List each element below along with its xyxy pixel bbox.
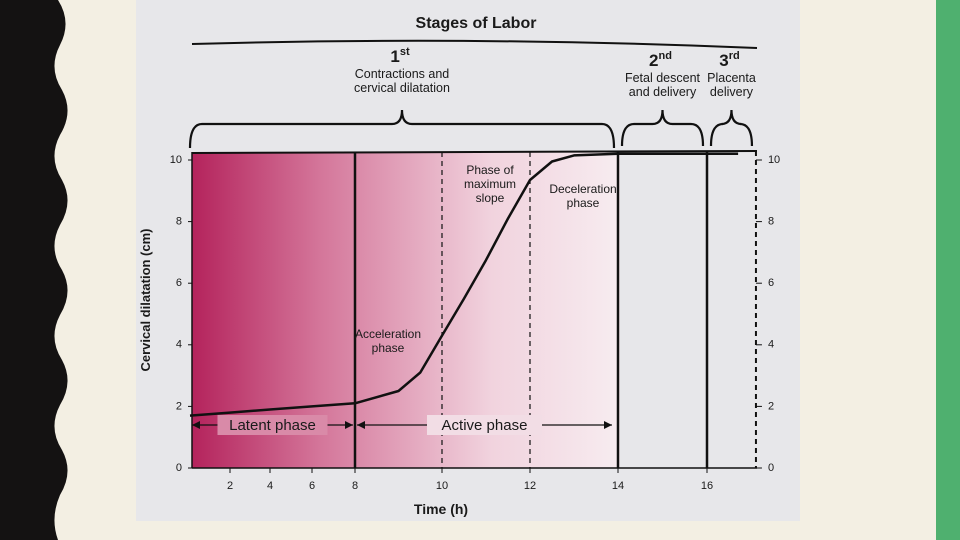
- phase-label: Latent phase: [229, 417, 316, 434]
- annotation: phase: [567, 196, 600, 210]
- annotation: Acceleration: [355, 327, 421, 341]
- label-bg: [427, 415, 542, 435]
- left-strip: [0, 0, 68, 540]
- phase-label: Active phase: [442, 417, 528, 434]
- y-tick-label: 8: [176, 216, 182, 228]
- y-tick-label: 0: [176, 462, 182, 474]
- title-rule: [191, 39, 758, 49]
- stage-brace: [620, 109, 705, 147]
- x-tick-label: 14: [612, 480, 624, 492]
- stage-number: 3rd: [719, 50, 739, 70]
- x-tick-label: 4: [267, 480, 273, 492]
- y-tick-label: 4: [176, 339, 182, 351]
- stage-number-suffix: rd: [729, 50, 740, 62]
- x-tick-label: 12: [524, 480, 536, 492]
- y2-tick-label: 4: [768, 339, 774, 351]
- x-axis-label: Time (h): [414, 501, 468, 517]
- annotation: Deceleration: [549, 182, 616, 196]
- annotation: maximum: [464, 177, 516, 191]
- annotation: slope: [476, 191, 505, 205]
- stage-number: 1st: [390, 46, 410, 66]
- stage-brace: [709, 109, 754, 147]
- y2-tick-label: 0: [768, 462, 774, 474]
- annotation: Phase of: [466, 163, 514, 177]
- y2-tick-label: 6: [768, 277, 774, 289]
- stage-brace: [188, 109, 616, 149]
- chart-title: Stages of Labor: [416, 15, 537, 32]
- stage-description: cervical dilatation: [354, 81, 450, 95]
- y-axis-label: Cervical dilatation (cm): [138, 228, 153, 371]
- stage-number-suffix: st: [400, 46, 410, 58]
- stage-number-digit: 3: [719, 51, 728, 70]
- x-tick-label: 6: [309, 480, 315, 492]
- stage-number-digit: 2: [649, 51, 658, 70]
- stage-description: Contractions and: [355, 67, 450, 81]
- y-tick-label: 6: [176, 277, 182, 289]
- x-tick-label: 10: [436, 480, 448, 492]
- annotation: phase: [372, 341, 405, 355]
- stage-description: and delivery: [629, 85, 697, 99]
- y2-tick-label: 8: [768, 216, 774, 228]
- y-tick-label: 10: [170, 154, 182, 166]
- x-tick-label: 8: [352, 480, 358, 492]
- stage-number: 2nd: [649, 50, 672, 70]
- stage-number-digit: 1: [390, 47, 399, 66]
- x-tick-label: 16: [701, 480, 713, 492]
- stage-description: Fetal descent: [625, 71, 701, 85]
- y-tick-label: 2: [176, 400, 182, 412]
- y2-tick-label: 10: [768, 154, 780, 166]
- x-tick-label: 2: [227, 480, 233, 492]
- label-bg: [217, 415, 328, 435]
- right-strip: [936, 0, 960, 540]
- stage-number-suffix: nd: [659, 50, 672, 62]
- y2-tick-label: 2: [768, 400, 774, 412]
- plot-top: [191, 150, 758, 154]
- stage-description: Placenta: [707, 71, 756, 85]
- dilatation-curve: [189, 152, 739, 417]
- stage-description: delivery: [710, 85, 754, 99]
